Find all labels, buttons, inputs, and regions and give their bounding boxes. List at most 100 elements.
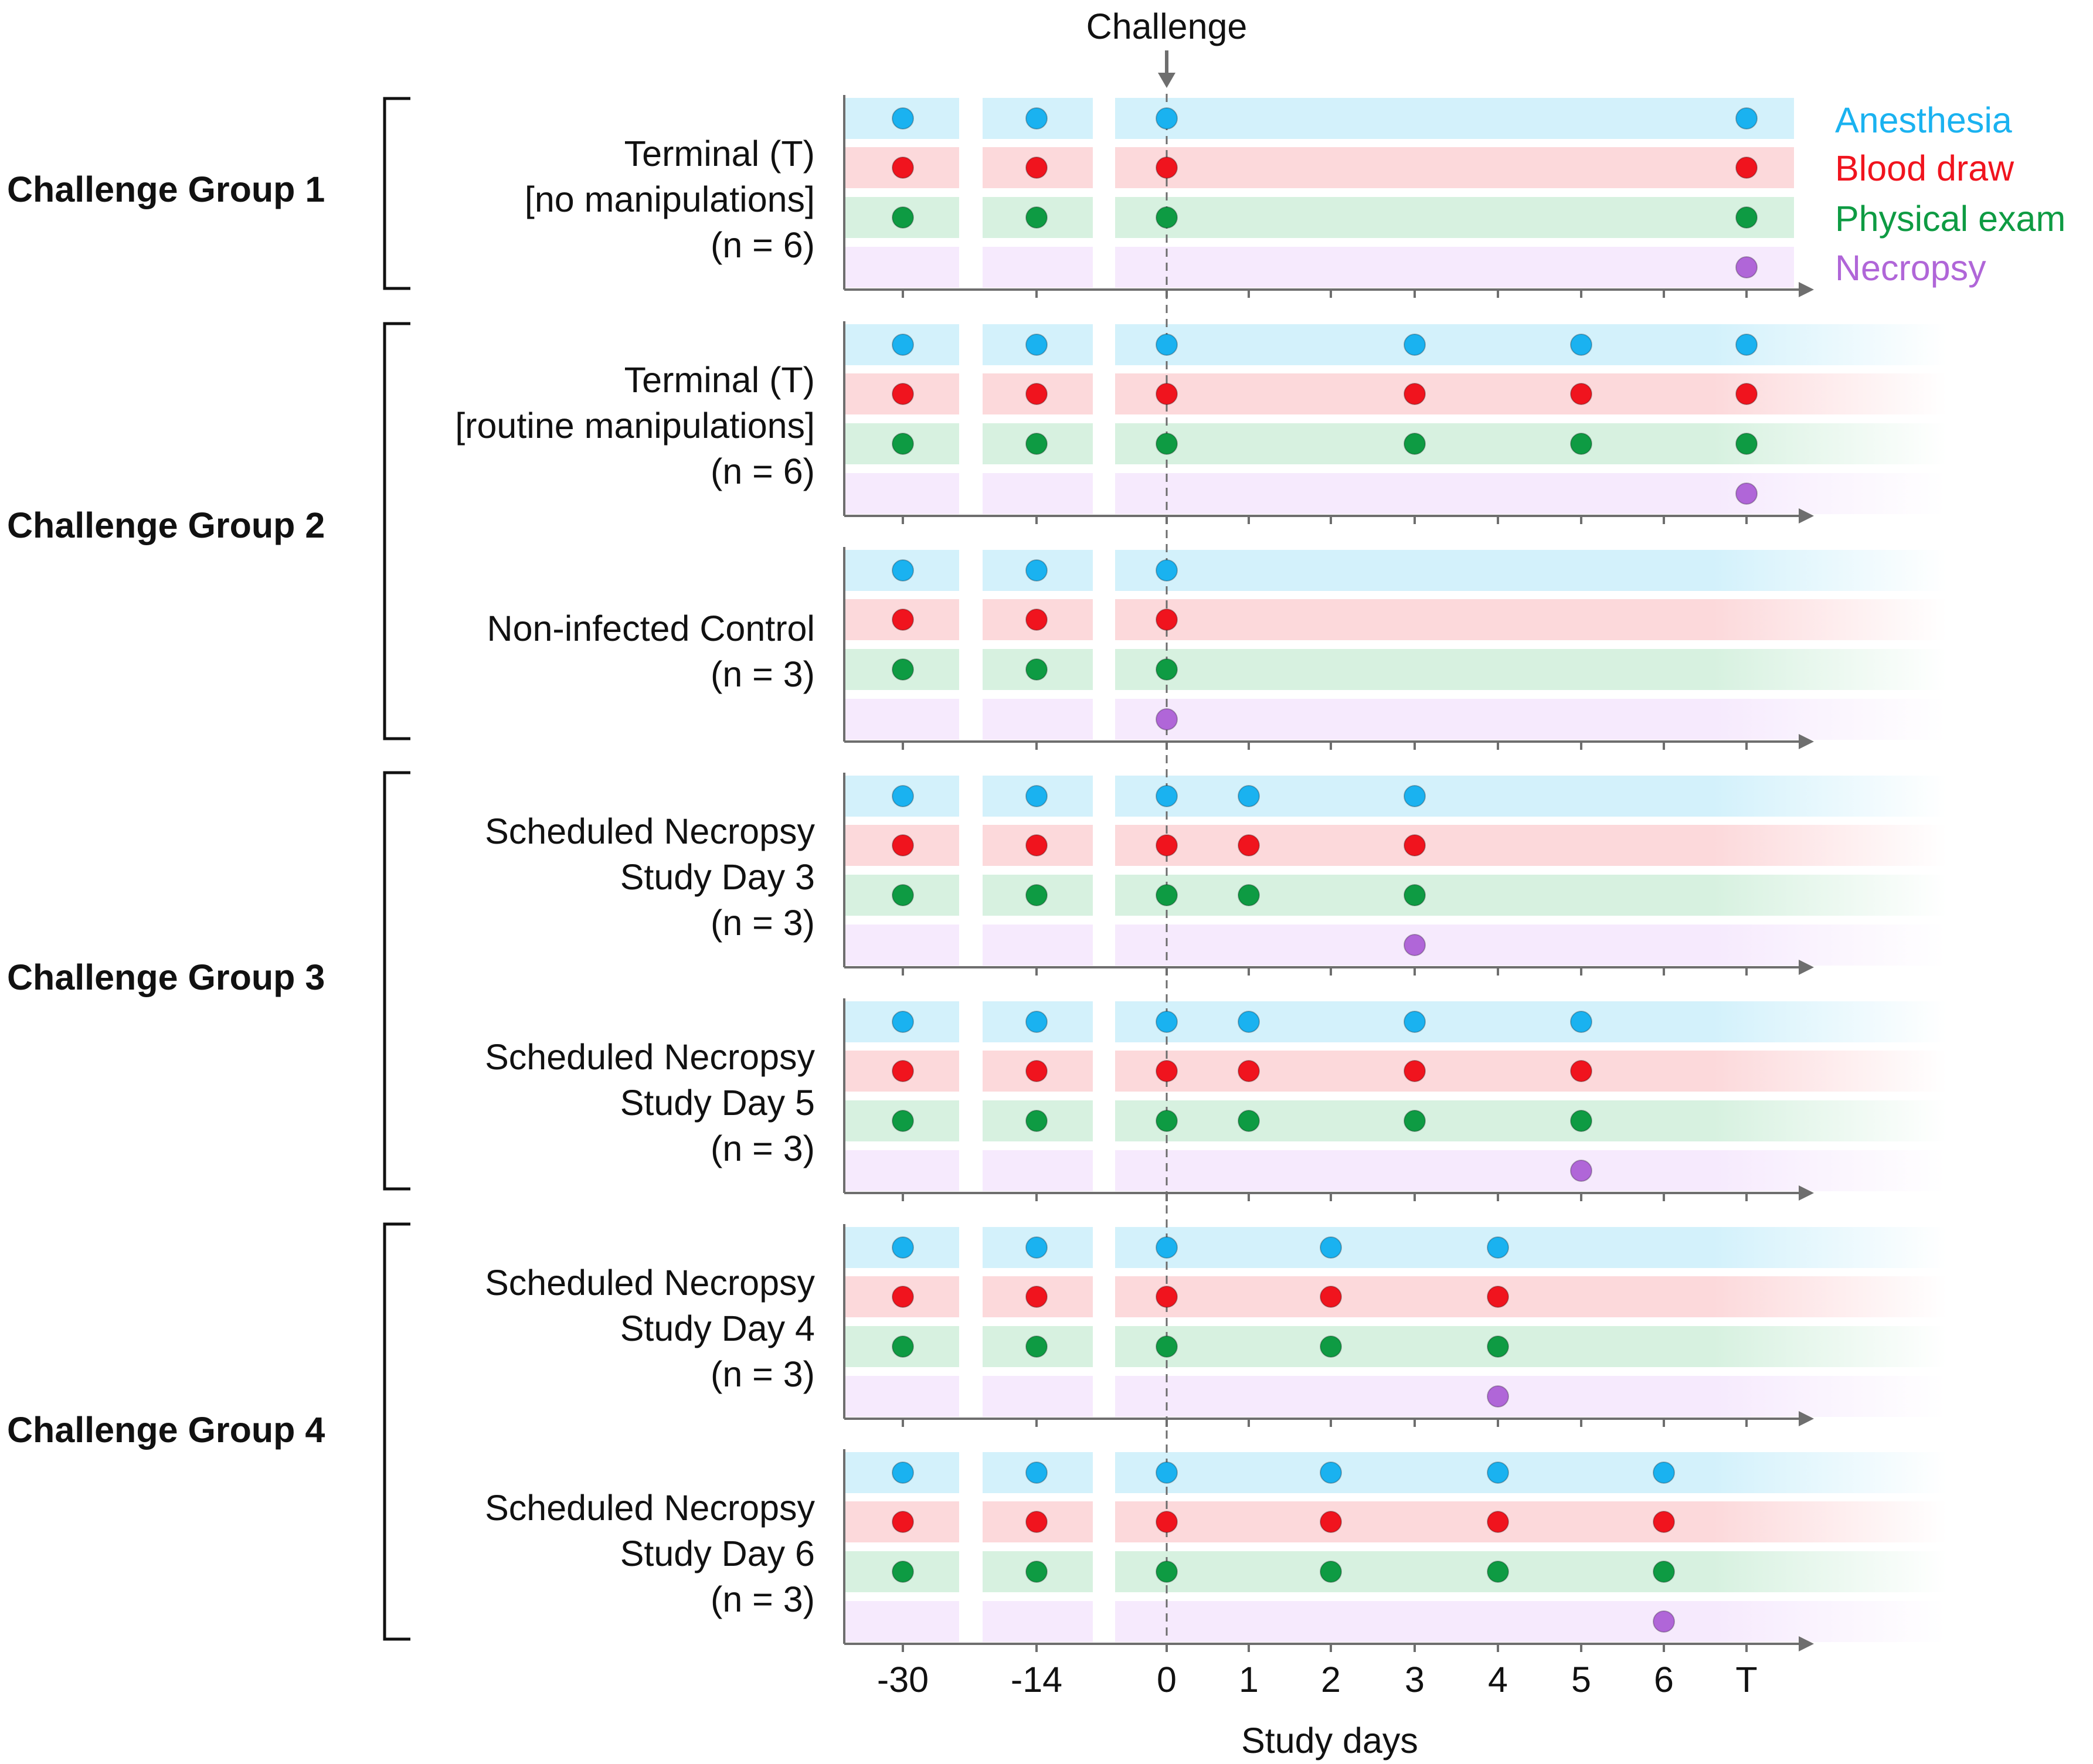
anesthesia-marker (1025, 334, 1048, 356)
physical-exam-marker (892, 206, 914, 229)
anesthesia-marker (1156, 1236, 1178, 1259)
blood-draw-marker (1735, 383, 1758, 405)
cohort-label-line: Terminal (T) (624, 134, 815, 174)
anesthesia-marker (1156, 334, 1178, 356)
band-necropsy (1115, 473, 1946, 514)
axis-arrow-icon (1799, 1636, 1814, 1651)
tick-label: 5 (1571, 1660, 1591, 1700)
band-necropsy (983, 1376, 1093, 1417)
band-physical-exam (1115, 197, 1794, 238)
cohort-label-line: (n = 3) (711, 654, 815, 694)
tick-label: -14 (1011, 1660, 1062, 1700)
band-necropsy (1115, 247, 1794, 288)
physical-exam-marker (1156, 1561, 1178, 1583)
physical-exam-marker (1025, 1561, 1048, 1583)
blood-draw-marker (892, 834, 914, 856)
anesthesia-marker (892, 107, 914, 130)
challenge-label: Challenge (1086, 6, 1248, 46)
blood-draw-marker (1025, 609, 1048, 631)
group-label-2: Challenge Group 2 (7, 505, 325, 545)
physical-exam-marker (1156, 658, 1178, 681)
group-label-1: Challenge Group 1 (7, 169, 325, 209)
blood-draw-marker (1156, 1286, 1178, 1308)
blood-draw-marker (1570, 383, 1592, 405)
physical-exam-marker (1404, 884, 1426, 906)
band-physical-exam (1115, 1551, 1946, 1592)
group-bracket (383, 1222, 410, 1641)
anesthesia-marker (1025, 559, 1048, 582)
blood-draw-marker (1156, 383, 1178, 405)
physical-exam-marker (1156, 1110, 1178, 1132)
band-anesthesia (1115, 550, 1946, 591)
challenge-arrow-icon (1158, 50, 1175, 88)
anesthesia-marker (892, 785, 914, 807)
band-necropsy (1115, 699, 1946, 740)
band-necropsy (844, 1376, 959, 1417)
band-necropsy (1115, 1601, 1946, 1642)
physical-exam-marker (1653, 1561, 1675, 1583)
blood-draw-marker (1025, 834, 1048, 856)
physical-exam-marker (1487, 1335, 1509, 1358)
band-necropsy (983, 247, 1093, 288)
event-markers (892, 107, 1758, 1633)
tick-label: 3 (1405, 1660, 1425, 1700)
band-necropsy (844, 1150, 959, 1191)
axis-arrow-icon (1799, 1185, 1814, 1201)
anesthesia-marker (892, 334, 914, 356)
band-necropsy (844, 473, 959, 514)
physical-exam-marker (1238, 884, 1260, 906)
group-label-4: Challenge Group 4 (7, 1410, 325, 1450)
physical-exam-marker (892, 433, 914, 455)
group-brackets (383, 97, 410, 1641)
cohort-label-line: [no manipulations] (525, 179, 815, 219)
physical-exam-marker (892, 658, 914, 681)
physical-exam-marker (892, 1561, 914, 1583)
necropsy-marker (1653, 1610, 1675, 1633)
blood-draw-marker (892, 383, 914, 405)
group-bracket (383, 97, 410, 290)
cohort-label-line: Study Day 3 (620, 857, 815, 897)
blood-draw-marker (1570, 1060, 1592, 1082)
band-necropsy (983, 1150, 1093, 1191)
physical-exam-marker (1025, 433, 1048, 455)
blood-draw-marker (1404, 383, 1426, 405)
axis-arrow-icon (1799, 1411, 1814, 1426)
anesthesia-marker (1735, 334, 1758, 356)
band-necropsy (844, 1601, 959, 1642)
physical-exam-marker (1238, 1110, 1260, 1132)
anesthesia-marker (1238, 785, 1260, 807)
tick-label: 0 (1157, 1660, 1177, 1700)
blood-draw-marker (1025, 1511, 1048, 1533)
physical-exam-marker (1487, 1561, 1509, 1583)
cohort-label-line: Study Day 6 (620, 1534, 815, 1573)
blood-draw-marker (892, 609, 914, 631)
blood-draw-marker (1025, 1060, 1048, 1082)
anesthesia-marker (892, 1236, 914, 1259)
cohort-label-line: Non-infected Control (487, 609, 815, 648)
blood-draw-marker (892, 1286, 914, 1308)
band-blood-draw (1115, 599, 1946, 640)
blood-draw-marker (1487, 1511, 1509, 1533)
band-necropsy (844, 925, 959, 966)
anesthesia-marker (1320, 1461, 1342, 1484)
necropsy-marker (1404, 934, 1426, 956)
axis-arrow-icon (1799, 734, 1814, 749)
physical-exam-marker (1156, 884, 1178, 906)
blood-draw-marker (1156, 1511, 1178, 1533)
cohort-label-line: Study Day 4 (620, 1308, 815, 1348)
band-necropsy (983, 473, 1093, 514)
physical-exam-marker (1156, 1335, 1178, 1358)
cohort-label-line: Scheduled Necropsy (485, 1263, 815, 1303)
blood-draw-marker (1156, 834, 1178, 856)
physical-exam-marker (1156, 206, 1178, 229)
band-anesthesia (1115, 1452, 1946, 1493)
band-physical-exam (1115, 423, 1946, 464)
anesthesia-marker (1156, 1461, 1178, 1484)
band-necropsy (983, 1601, 1093, 1642)
blood-draw-marker (1025, 1286, 1048, 1308)
band-necropsy (844, 247, 959, 288)
blood-draw-marker (1487, 1286, 1509, 1308)
anesthesia-marker (1156, 785, 1178, 807)
anesthesia-marker (1025, 1461, 1048, 1484)
legend-label-anesthesia: Anesthesia (1835, 100, 2012, 140)
